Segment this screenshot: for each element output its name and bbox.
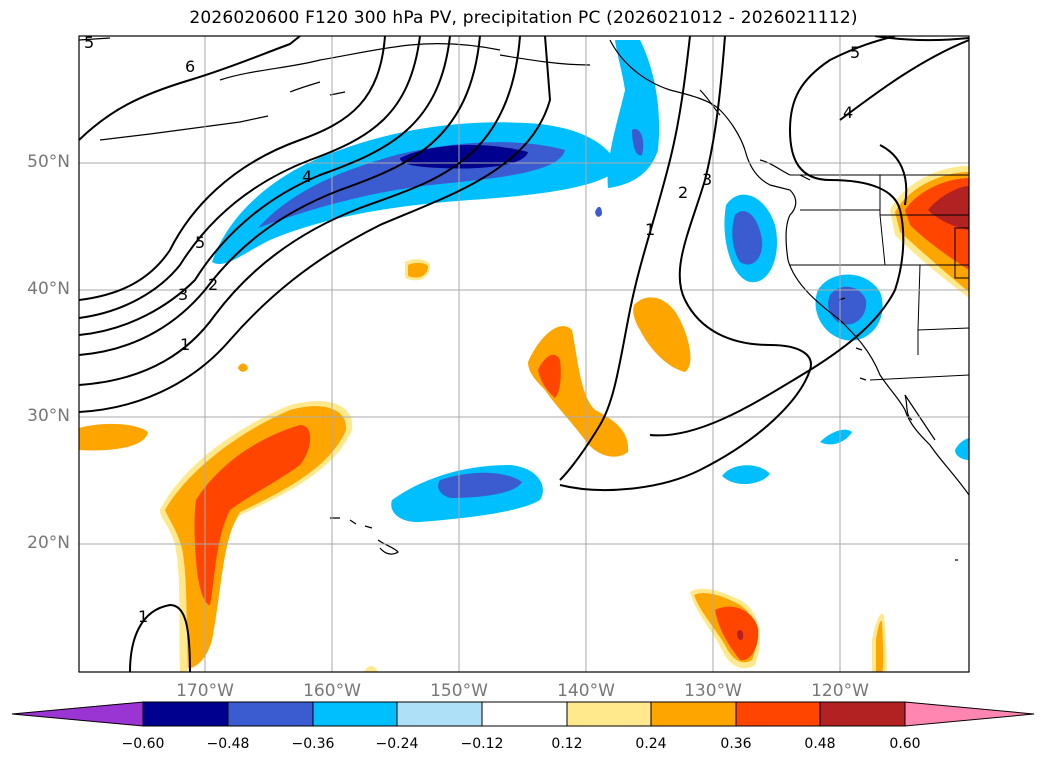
colorbar-tick: −0.12 [460, 736, 504, 752]
contour-label: 6 [185, 57, 195, 76]
contour-label: 1 [645, 220, 655, 239]
lon-label-130w: 130°W [684, 681, 742, 701]
pv-contours [79, 36, 969, 672]
colorbar-bin [227, 701, 314, 727]
contour-label: 3 [178, 285, 188, 304]
contour-label: 1 [138, 607, 148, 626]
colorbar-tick: −0.24 [375, 736, 419, 752]
contour-label: 4 [843, 103, 853, 122]
colorbar-bin [481, 701, 568, 727]
colorbar-tick: 0.12 [551, 736, 583, 752]
contour-label: 1 [180, 335, 190, 354]
colorbar-bin [312, 701, 398, 727]
colorbar-tick: 0.48 [804, 736, 836, 752]
map-title: 2026020600 F120 300 hPa PV, precipitatio… [189, 8, 858, 28]
colorbar-bin [650, 701, 737, 727]
colorbar [11, 701, 1035, 727]
colorbar-tick: −0.48 [206, 736, 250, 752]
colorbar-bin [735, 701, 821, 727]
lon-label-160w: 160°W [303, 681, 361, 701]
lat-label-20n: 20°N [27, 533, 70, 553]
contour-label: 4 [302, 167, 312, 186]
colorbar-bin [566, 701, 652, 727]
contour-label: 5 [850, 43, 860, 62]
colorbar-extend-min [11, 701, 144, 727]
map-plot-area: 6 5 4 3 2 1 1 2 3 4 5 5 1 [79, 33, 969, 672]
lon-label-140w: 140°W [557, 681, 615, 701]
contour-label: 3 [702, 170, 712, 189]
colorbar-tick: −0.60 [121, 736, 165, 752]
colorbar-tick: 0.24 [635, 736, 667, 752]
contour-labels: 6 5 4 3 2 1 1 2 3 4 5 5 1 [84, 33, 860, 626]
positive-anomaly-shading [79, 165, 969, 672]
contour-label: 5 [84, 33, 94, 52]
lat-label-50n: 50°N [27, 152, 70, 172]
colorbar-bin [142, 701, 229, 727]
contour-label: 2 [678, 183, 688, 202]
colorbar-tick: −0.36 [291, 736, 335, 752]
lon-label-120w: 120°W [811, 681, 869, 701]
colorbar-bin [819, 701, 906, 727]
colorbar-tick: 0.60 [889, 736, 921, 752]
lat-label-40n: 40°N [27, 279, 70, 299]
contour-label: 2 [208, 275, 218, 294]
lon-label-150w: 150°W [430, 681, 488, 701]
colorbar-extend-max [904, 701, 1035, 727]
colorbar-bin [396, 701, 483, 727]
map-frame [78, 35, 970, 673]
contour-label: 5 [195, 233, 205, 252]
lon-label-170w: 170°W [176, 681, 234, 701]
negative-anomaly-shading [212, 40, 969, 523]
colorbar-tick: 0.36 [720, 736, 752, 752]
lat-label-30n: 30°N [27, 406, 70, 426]
